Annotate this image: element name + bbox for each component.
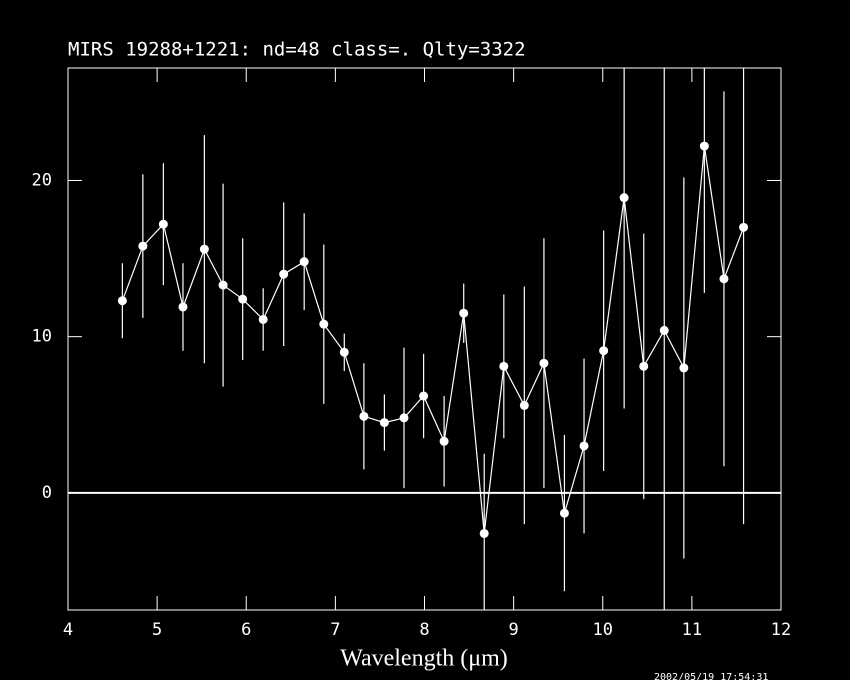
x-tick-label: 9 <box>509 620 519 640</box>
data-point <box>379 418 389 428</box>
data-point <box>479 528 489 538</box>
data-point <box>519 400 529 410</box>
data-point <box>158 219 168 229</box>
data-point <box>579 441 589 451</box>
data-point <box>399 413 409 423</box>
data-point <box>319 319 329 329</box>
data-point <box>279 269 289 279</box>
data-point <box>117 296 127 306</box>
data-point <box>178 302 188 312</box>
data-line <box>121 146 745 534</box>
data-point <box>639 361 649 371</box>
data-point <box>339 347 349 357</box>
data-point <box>739 222 749 232</box>
x-tick-label: 6 <box>241 620 251 640</box>
x-tick-label: 8 <box>419 620 429 640</box>
data-point <box>459 308 469 318</box>
data-point <box>419 391 429 401</box>
x-tick-label: 5 <box>152 620 162 640</box>
data-point <box>699 141 709 151</box>
data-point <box>679 363 689 373</box>
data-point <box>599 346 609 356</box>
data-point <box>359 411 369 421</box>
data-point <box>559 508 569 518</box>
plot-frame <box>67 67 782 611</box>
chart-title: MIRS 19288+1221: nd=48 class=. Qlty=3322 <box>68 39 526 61</box>
data-point <box>499 361 509 371</box>
data-point <box>439 436 449 446</box>
data-point <box>619 193 629 203</box>
data-point <box>258 314 268 324</box>
x-tick-label: 7 <box>330 620 340 640</box>
data-point <box>238 294 248 304</box>
data-point <box>659 325 669 335</box>
y-tick-label: 20 <box>32 170 52 190</box>
timestamp: 2002/05/19 17:54:31 <box>654 672 768 680</box>
y-tick-label: 10 <box>32 327 52 347</box>
x-tick-label: 10 <box>593 620 613 640</box>
x-tick-label: 12 <box>771 620 791 640</box>
data-point <box>719 274 729 284</box>
data-point <box>218 280 228 290</box>
y-tick-label: 0 <box>42 483 52 503</box>
x-tick-label: 11 <box>682 620 702 640</box>
data-point <box>138 241 148 251</box>
data-point <box>539 358 549 368</box>
x-tick-label: 4 <box>63 620 73 640</box>
data-point <box>199 244 209 254</box>
x-axis-label: Wavelength (μm) <box>340 646 508 672</box>
data-point <box>299 257 309 267</box>
